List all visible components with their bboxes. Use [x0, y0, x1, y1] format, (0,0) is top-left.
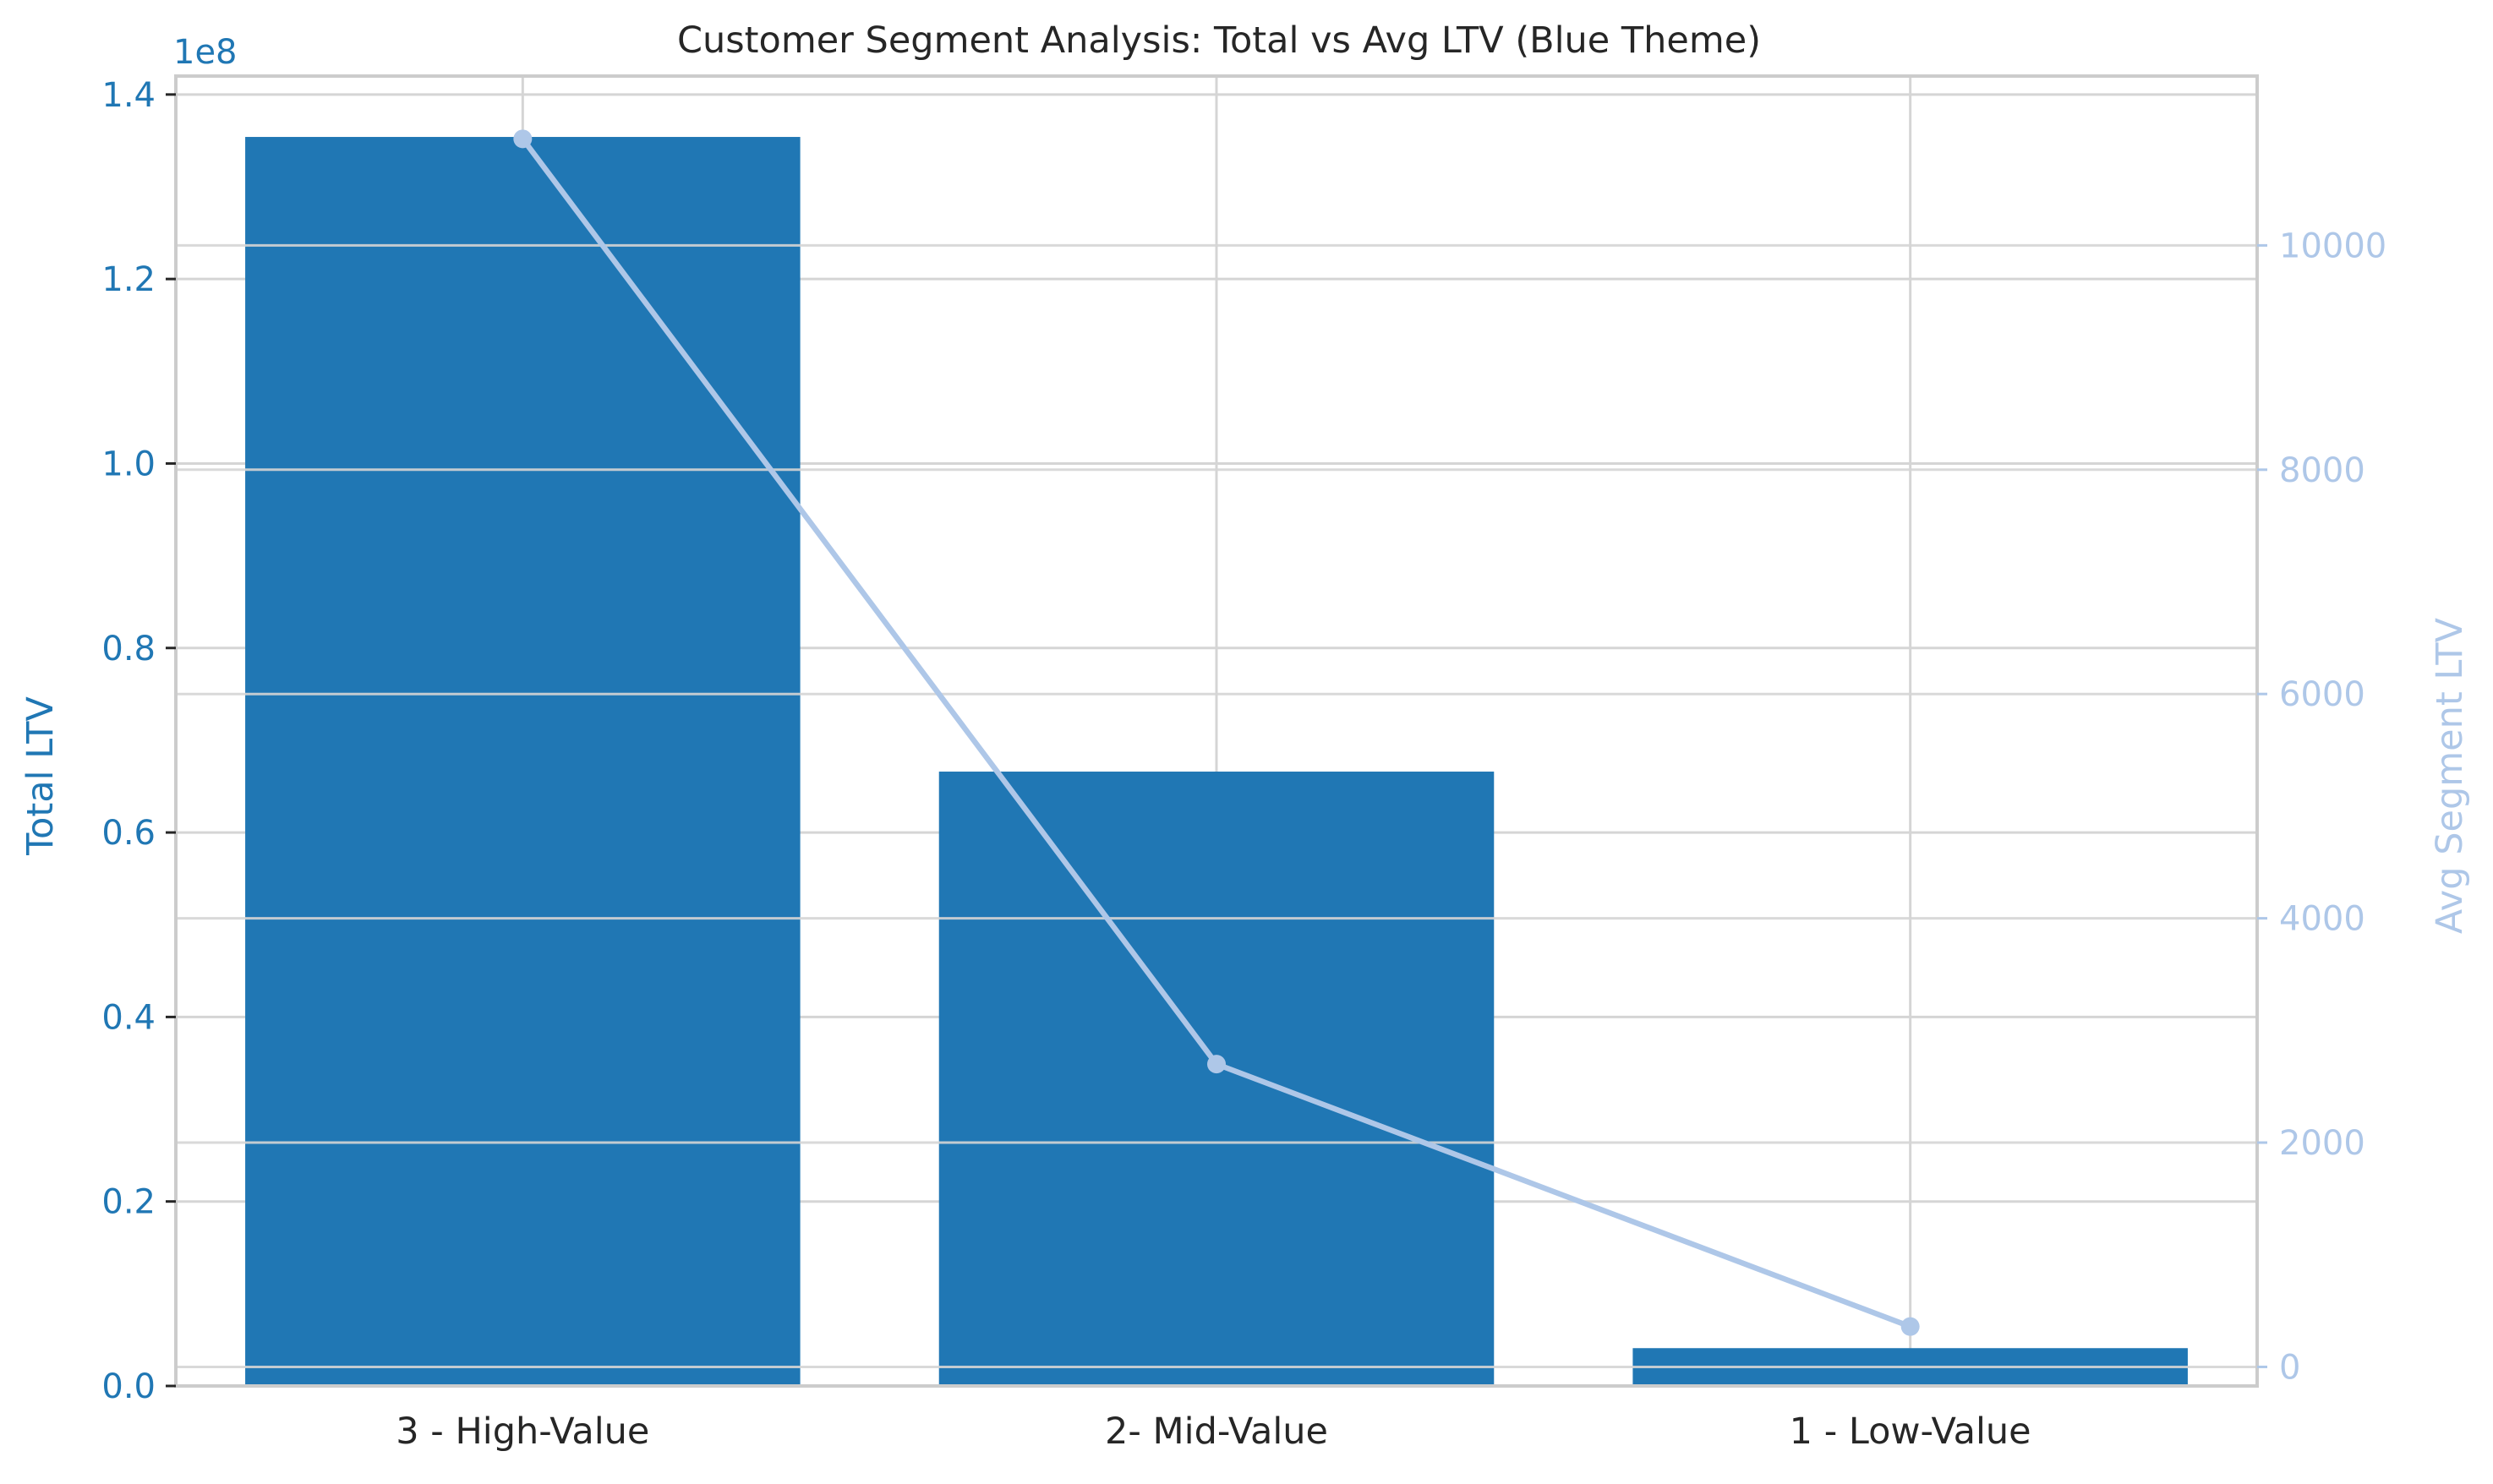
right-grid-layer	[176, 243, 2257, 1368]
left-tick-label: 0.0	[101, 1367, 156, 1406]
chart-title: Customer Segment Analysis: Total vs Avg …	[677, 19, 1761, 62]
x-tick-label: 1 - Low-Value	[1790, 1410, 2031, 1453]
left-tick-label: 1.2	[101, 260, 156, 299]
right-tick-label: 0	[2279, 1348, 2300, 1387]
line-point	[1207, 1055, 1226, 1074]
line-layer	[513, 129, 1920, 1336]
axis-layer: 0.0 0.2 0.4 0.6 0.8 1.0 1.2 1.4 0 2000 4000 6000 800…	[101, 74, 2386, 1453]
left-tick-label: 1.0	[101, 445, 156, 483]
bar	[245, 137, 801, 1387]
x-tick-label: 2- Mid-Value	[1105, 1410, 1328, 1453]
left-tick-label: 0.6	[101, 814, 156, 853]
right-tick-label: 10000	[2279, 226, 2386, 265]
left-tick-label: 0.2	[101, 1183, 156, 1222]
line-point	[513, 129, 533, 149]
bar	[938, 772, 1495, 1386]
right-tick-label: 8000	[2279, 451, 2365, 490]
line-point	[1900, 1317, 1920, 1336]
plot-frame	[174, 74, 2259, 1388]
left-axis-label: Total LTV	[19, 696, 62, 856]
left-tick-label: 0.4	[101, 998, 156, 1037]
x-tick-label: 3 - High-Value	[396, 1410, 649, 1453]
right-tick-label: 6000	[2279, 675, 2365, 714]
left-axis-offset-text: 1e8	[173, 33, 238, 72]
left-tick-label: 1.4	[101, 76, 156, 115]
right-tick-label: 2000	[2279, 1124, 2365, 1163]
bar-layer	[245, 137, 2188, 1387]
right-axis-label: Avg Segment LTV	[2429, 617, 2471, 934]
right-tick-label: 4000	[2279, 900, 2365, 939]
left-tick-label: 0.8	[101, 630, 156, 668]
